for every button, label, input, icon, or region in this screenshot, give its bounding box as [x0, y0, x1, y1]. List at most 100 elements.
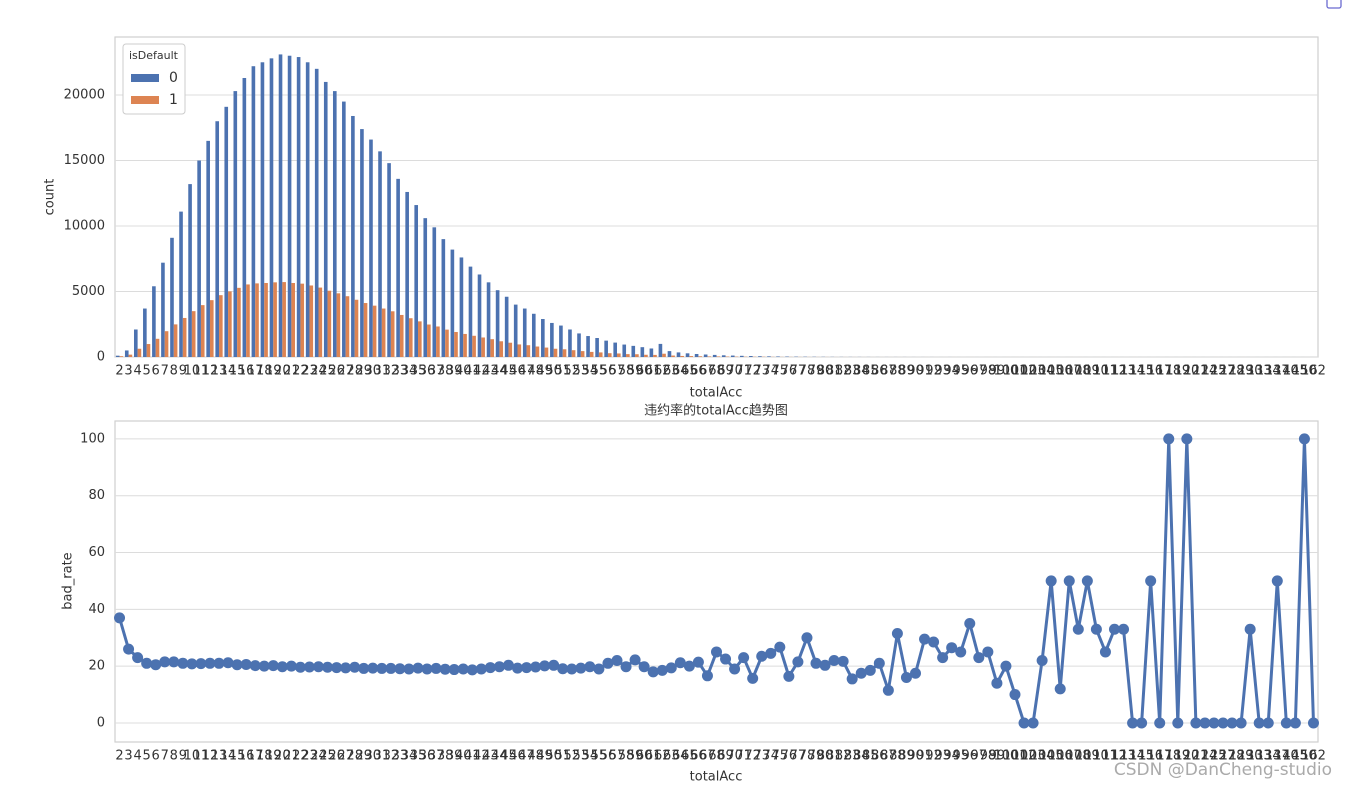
- bar: [228, 291, 232, 357]
- x-tick-label: 112: [1102, 749, 1127, 764]
- point: [1181, 433, 1193, 445]
- x-tick-label: 102: [1012, 749, 1037, 764]
- x-tick-label: 93: [934, 749, 951, 764]
- x-tick-label: 22: [292, 364, 309, 379]
- x-tick-label: 103: [1021, 364, 1046, 379]
- x-tick-label: 127: [1211, 749, 1236, 764]
- x-tick-label: 4: [133, 749, 141, 764]
- point: [439, 663, 451, 675]
- bar: [291, 282, 295, 357]
- x-tick-label: 29: [355, 364, 372, 379]
- x-tick-label: 55: [591, 364, 608, 379]
- point: [340, 662, 352, 674]
- x-tick-label: 47: [518, 364, 535, 379]
- x-tick-label: 100: [994, 749, 1019, 764]
- bar: [472, 335, 476, 357]
- point: [937, 652, 949, 664]
- bar: [215, 121, 220, 358]
- bar: [667, 351, 672, 357]
- x-tick-label: 150: [1292, 364, 1317, 379]
- x-tick-label: 90: [907, 749, 924, 764]
- point: [159, 656, 171, 668]
- bar: [776, 356, 780, 357]
- x-tick-label: 41: [464, 749, 481, 764]
- point: [738, 652, 750, 664]
- x-tick-label: 21: [283, 364, 300, 379]
- bar: [408, 318, 413, 357]
- bar: [161, 262, 165, 357]
- x-tick-label: 98: [980, 749, 997, 764]
- x-tick-label: 11: [193, 749, 210, 764]
- bar: [152, 286, 156, 357]
- point: [1072, 623, 1084, 635]
- x-tick-label: 27: [337, 364, 354, 379]
- corner-icon[interactable]: [1326, 0, 1342, 9]
- x-tick-label: 9: [179, 749, 187, 764]
- x-tick-label: 111: [1093, 749, 1118, 764]
- x-tick-label: 56: [600, 749, 617, 764]
- x-tick-label: 69: [717, 749, 734, 764]
- bar: [513, 304, 518, 357]
- x-tick-label: 105: [1039, 364, 1064, 379]
- bar: [191, 311, 196, 357]
- bar: [689, 356, 693, 357]
- x-tick-label: 3: [124, 364, 132, 379]
- bar: [164, 331, 169, 357]
- bar: [550, 322, 554, 357]
- point: [249, 660, 261, 672]
- x-tick-label: 19: [265, 364, 282, 379]
- x-tick-label: 104: [1030, 364, 1055, 379]
- point: [674, 657, 686, 669]
- bar: [170, 237, 174, 357]
- y-axis-label: bad_rate: [61, 552, 76, 609]
- x-tick-label: 13: [211, 364, 228, 379]
- x-tick-label: 30: [365, 364, 382, 379]
- x-tick-label: 67: [699, 749, 716, 764]
- point: [909, 667, 921, 679]
- x-tick-label: 67: [699, 364, 716, 379]
- x-tick-label: 16: [238, 364, 255, 379]
- x-tick-label: 125: [1202, 749, 1227, 764]
- x-tick-label: 50: [545, 364, 562, 379]
- bar: [143, 308, 147, 357]
- bar: [685, 353, 690, 357]
- legend-label: 1: [169, 92, 178, 108]
- point: [493, 661, 505, 673]
- bar: [318, 287, 323, 357]
- point: [629, 654, 641, 666]
- point: [575, 662, 587, 674]
- x-tick-label: 74: [762, 749, 779, 764]
- x-tick-label: 106: [1048, 749, 1073, 764]
- x-tick-label: 45: [500, 364, 517, 379]
- bar: [182, 317, 187, 357]
- point: [448, 664, 460, 676]
- x-tick-label: 70: [726, 364, 743, 379]
- point: [1018, 717, 1030, 729]
- bar: [387, 163, 391, 357]
- x-tick-label: 80: [817, 364, 834, 379]
- x-tick-label: 128: [1220, 749, 1245, 764]
- point: [222, 657, 234, 669]
- bar: [264, 282, 268, 357]
- point: [647, 666, 659, 678]
- plot-frame: [114, 420, 1319, 743]
- x-tick-label: 116: [1138, 749, 1163, 764]
- bar: [336, 293, 341, 357]
- x-tick-label: 60: [636, 364, 653, 379]
- point: [783, 670, 795, 682]
- bar: [372, 305, 377, 357]
- bar: [580, 351, 585, 357]
- bar: [577, 333, 581, 357]
- x-tick-label: 2: [115, 364, 123, 379]
- point: [1172, 717, 1184, 729]
- x-tick-label: 23: [301, 749, 318, 764]
- y-tick-label: 80: [88, 488, 105, 503]
- x-tick-label: 38: [437, 364, 454, 379]
- bar: [730, 355, 735, 357]
- bar: [541, 319, 545, 357]
- x-tick-label: 33: [392, 364, 409, 379]
- y-tick-label: 40: [88, 602, 105, 617]
- plot-frame: [114, 36, 1319, 358]
- x-tick-label: 110: [1084, 364, 1109, 379]
- bar: [499, 341, 504, 357]
